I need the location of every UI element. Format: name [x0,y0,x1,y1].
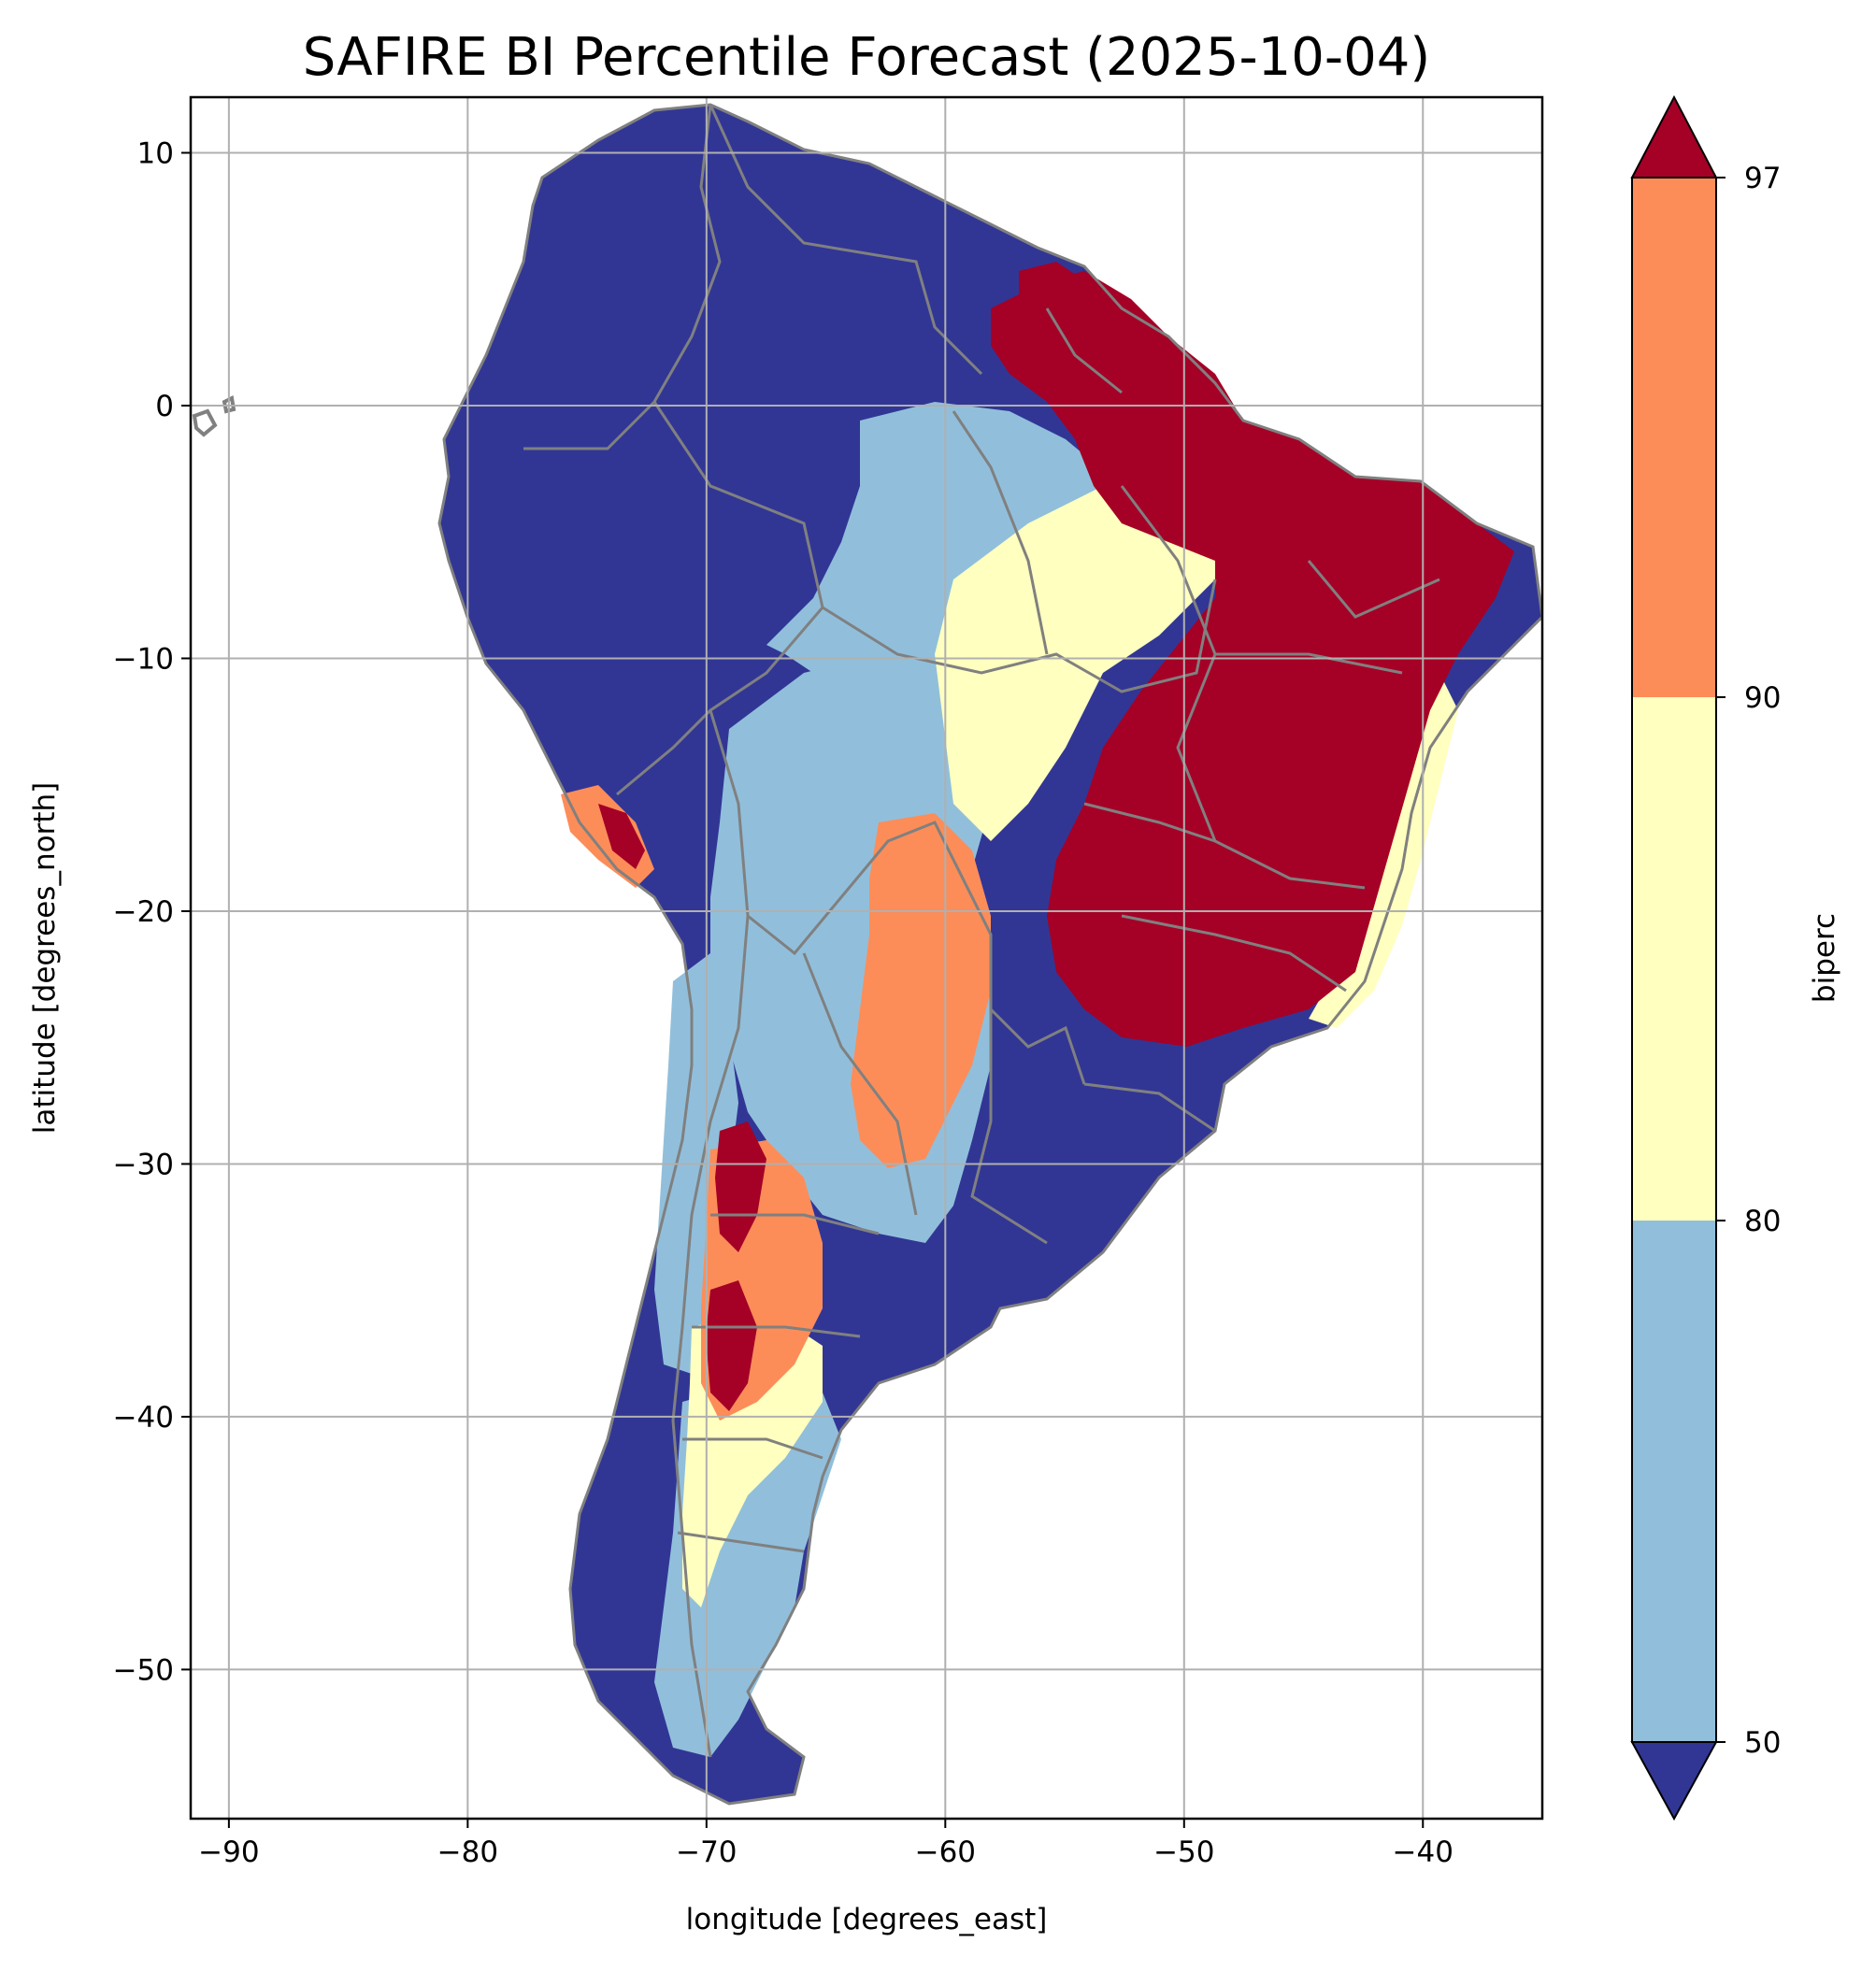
colorbar-frame [1631,177,1717,1743]
x-tick-label: −50 [1153,1835,1214,1869]
region-peru-red [598,804,645,869]
y-tick-label: −50 [113,1653,174,1687]
x-tick-label: −60 [915,1835,976,1869]
colorbar-bin-80-90 [1632,697,1716,1221]
colorbar-ticks: 97 90 80 50 [1716,162,1781,1760]
x-tick-label: −90 [198,1835,259,1869]
y-tick-label: −10 [113,642,174,676]
y-tick-label: −20 [113,895,174,929]
region-neuquen-red [706,1280,757,1411]
colorbar-tick-label-80: 80 [1744,1205,1781,1238]
colorbar: 97 90 80 50 biperc [1630,94,1841,1821]
y-tick-label: −40 [113,1401,174,1435]
region-chaco-orange [851,813,991,1168]
x-tick-label: −70 [676,1835,737,1869]
vertical-gridlines [227,97,1425,1819]
y-tick-label: −30 [113,1148,174,1181]
colorbar-tick-label-97: 97 [1744,162,1781,195]
region-cerrado-yellow [935,486,1234,841]
plot-frame [189,95,1544,1821]
region-guiana-red [1019,262,1084,327]
region-cuyo-red [715,1121,766,1252]
colorbar-extend-low [1630,1741,1718,1821]
colorbar-bin-90-97 [1632,178,1716,697]
y-axis-ticks: 10 0 −10 −20 −30 −40 −50 [113,137,191,1687]
y-tick-label: 10 [137,137,174,171]
x-axis-ticks: −90 −80 −70 −60 −50 −40 [198,1819,1454,1869]
map-plot-area [189,95,1544,1821]
map-data-layer [192,103,1542,1806]
horizontal-gridlines [191,151,1542,1671]
chart-title: SAFIRE BI Percentile Forecast (2025-10-0… [303,27,1430,88]
country-borders [437,103,1542,1806]
x-tick-label: −80 [437,1835,498,1869]
colorbar-tick-label-50: 50 [1744,1726,1781,1760]
x-tick-label: −40 [1393,1835,1454,1869]
x-axis-label: longitude [degrees_east] [686,1903,1048,1936]
colorbar-extend-high [1630,94,1718,179]
colorbar-label: biperc [1808,913,1841,1003]
colorbar-bin-50-80 [1632,1221,1716,1742]
colorbar-tick-label-90: 90 [1744,681,1781,715]
y-axis-label: latitude [degrees_north] [28,782,62,1134]
y-tick-label: 0 [155,390,174,423]
